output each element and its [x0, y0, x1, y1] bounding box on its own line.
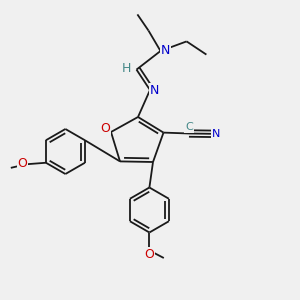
Text: N: N	[212, 129, 220, 139]
Text: N: N	[160, 44, 170, 57]
Text: H: H	[121, 61, 131, 75]
Text: O: O	[145, 248, 154, 261]
Text: C: C	[185, 122, 193, 132]
Text: N: N	[150, 84, 160, 97]
Text: O: O	[101, 122, 110, 136]
Text: O: O	[18, 157, 28, 170]
